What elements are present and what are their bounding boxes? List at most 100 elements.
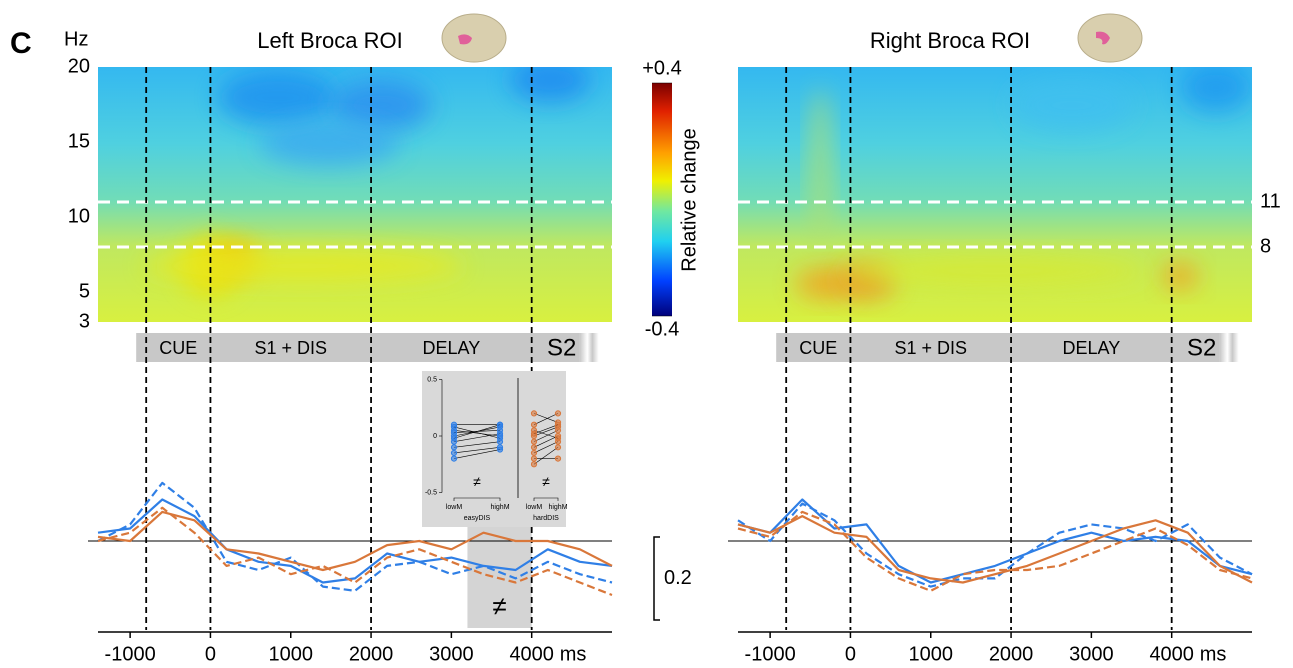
x-tick-label: 0 <box>845 643 856 665</box>
freq-tick-label: 3 <box>79 310 90 332</box>
inset-bracket <box>533 497 559 501</box>
heatmap-blob <box>810 89 831 249</box>
inset-pair <box>453 426 501 439</box>
epoch-fade <box>1219 333 1245 362</box>
epoch-label: S1 + DIS <box>254 338 327 358</box>
epoch-label: DELAY <box>1063 338 1121 358</box>
inset-point <box>450 429 458 436</box>
inset-point <box>554 438 562 445</box>
inset-point <box>496 427 504 434</box>
inset-category: lowM <box>446 504 463 511</box>
inset-point <box>530 461 538 468</box>
trace <box>97 506 613 597</box>
x-tick-label: 0 <box>205 643 216 665</box>
brain-icon <box>1077 13 1143 63</box>
x-tick-label: -1000 <box>745 643 796 665</box>
inset-point <box>450 449 458 457</box>
trace <box>97 510 613 572</box>
inset-point <box>496 435 504 442</box>
band-label: 8 <box>1260 235 1271 257</box>
epoch-label: S1 + DIS <box>894 338 967 358</box>
freq-tick-label: 20 <box>68 55 90 77</box>
colorbar <box>652 83 672 316</box>
heatmap-blob <box>330 79 431 132</box>
heatmap-blob <box>845 255 1145 287</box>
x-tick-label: 1000 <box>909 643 954 665</box>
inset-point <box>530 410 538 417</box>
inset-point <box>450 444 458 451</box>
epoch-label: S2 <box>547 334 576 361</box>
heatmap-blob <box>217 69 338 126</box>
inset: 0.5 0 -0.5 ≠ lowM highM easyDIS ≠ lowM highM hardD… <box>422 371 568 527</box>
inset-pair <box>533 430 559 439</box>
difference-mark: ≠ <box>542 474 550 490</box>
difference-mark: ≠ <box>473 474 481 490</box>
difference-mark: ≠ <box>492 591 506 621</box>
panel-label: C <box>10 27 32 60</box>
inset-pair <box>533 435 559 448</box>
x-unit: ms <box>560 643 587 665</box>
inset-pair <box>533 424 559 435</box>
heatmap-blob <box>1012 80 1133 131</box>
x-tick-label: -1000 <box>105 643 156 665</box>
inset-point <box>530 455 538 462</box>
inset-point <box>530 449 538 457</box>
x-unit: ms <box>1200 643 1227 665</box>
inset-group-label: easyDIS <box>464 515 491 522</box>
heatmap-blob <box>1181 67 1252 113</box>
inset-point <box>450 455 458 462</box>
inset-pair <box>533 441 559 454</box>
epoch-bar <box>136 333 580 362</box>
heatmap-blob <box>510 67 591 102</box>
inset-pair <box>453 433 501 442</box>
inset-bracket <box>453 497 501 501</box>
inset-point <box>554 444 562 451</box>
x-tick-label: 4000 <box>509 643 554 665</box>
heatmap <box>98 67 612 322</box>
inset-pair <box>533 426 559 437</box>
inset-y-tick-label: -0.5 <box>425 489 437 496</box>
inset-point <box>554 455 562 462</box>
inset-y-tick-label: 0 <box>433 433 437 440</box>
inset-point <box>530 444 538 451</box>
inset-category: lowM <box>526 504 543 511</box>
inset-point <box>450 423 458 431</box>
freq-tick-label: 15 <box>68 130 90 152</box>
epoch-fade <box>579 333 605 362</box>
colorbar-tick-label: -0.4 <box>645 318 679 340</box>
inset-point <box>554 410 562 417</box>
x-tick-label: 1000 <box>269 643 314 665</box>
colorbar-label: Relative change <box>678 128 700 271</box>
inset-pair <box>533 430 559 442</box>
inset-point <box>496 421 504 428</box>
inset-point <box>530 430 538 437</box>
panel-title: Left Broca ROI <box>257 28 403 53</box>
trace <box>97 481 613 592</box>
freq-tick-label: 5 <box>79 280 90 302</box>
heatmap-blob <box>143 247 464 284</box>
inset-y-tick-label: 0.5 <box>427 376 437 383</box>
epoch-label: S2 <box>1187 334 1216 361</box>
inset-point <box>554 427 562 434</box>
inset-point <box>530 438 538 445</box>
epoch-bar <box>776 333 1220 362</box>
brain-icon <box>441 13 507 63</box>
scale-bar <box>653 536 660 621</box>
trace <box>737 515 1253 584</box>
band-label: 11 <box>1260 190 1281 212</box>
scale-bar-label: 0.2 <box>664 567 692 589</box>
freq-tick-label: 10 <box>68 205 90 227</box>
x-tick-label: 2000 <box>349 643 394 665</box>
inset-pair <box>533 447 559 465</box>
inset-pair <box>533 413 559 425</box>
epoch-label: CUE <box>799 338 837 358</box>
trace <box>97 498 613 584</box>
inset-point <box>450 435 458 442</box>
inset-point <box>496 446 504 453</box>
inset-point <box>554 421 562 428</box>
inset-pair <box>453 441 501 448</box>
inset-point <box>530 421 538 428</box>
inset-category: highM <box>490 504 509 511</box>
